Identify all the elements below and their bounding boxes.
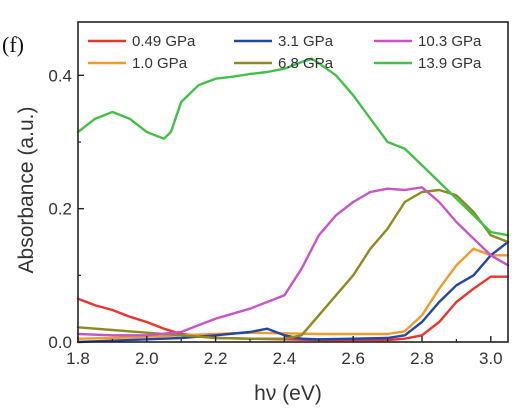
- x-tick-label-1: 2.0: [135, 349, 159, 368]
- x-tick-label-2: 2.2: [204, 349, 228, 368]
- x-axis-label: hν (eV): [254, 382, 322, 405]
- series-line-5: [76, 57, 510, 237]
- y-axis-label: Absorbance (a.u.): [15, 107, 38, 274]
- plot-frame: [77, 21, 509, 343]
- x-tick-label-4: 2.6: [341, 349, 365, 368]
- legend-label-4: 10.3 GPa: [418, 33, 482, 50]
- legend-label-3: 6.8 GPa: [278, 55, 334, 72]
- legend: 0.49 GPa 1.0 GPa 3.1 GPa 6.8 GPa 10.3 GPa 13.…: [88, 33, 482, 72]
- x-tick-label-3: 2.4: [273, 349, 297, 368]
- y-tick-label-2: 0.4: [48, 66, 72, 85]
- x-tick-label-0: 1.8: [66, 349, 90, 368]
- series-line-0: [76, 275, 510, 342]
- legend-label-1: 1.0 GPa: [132, 55, 188, 72]
- series-line-1: [76, 247, 510, 340]
- series-line-2: [76, 240, 510, 344]
- y-tick-label-0: 0.0: [48, 333, 72, 352]
- plot-lines: [76, 57, 510, 344]
- x-tick-label-5: 2.8: [410, 349, 434, 368]
- legend-label-2: 3.1 GPa: [278, 33, 334, 50]
- legend-label-5: 13.9 GPa: [418, 55, 482, 72]
- y-axis-ticks: 0.0 0.2 0.4: [48, 66, 84, 352]
- x-tick-label-6: 3.0: [479, 349, 503, 368]
- x-axis-ticks: 1.8 2.0 2.2 2.4 2.6 2.8 3.0: [66, 336, 503, 368]
- y-tick-label-1: 0.2: [48, 200, 72, 219]
- legend-label-0: 0.49 GPa: [132, 33, 196, 50]
- series-line-4: [76, 186, 510, 337]
- panel-label: (f): [2, 32, 24, 57]
